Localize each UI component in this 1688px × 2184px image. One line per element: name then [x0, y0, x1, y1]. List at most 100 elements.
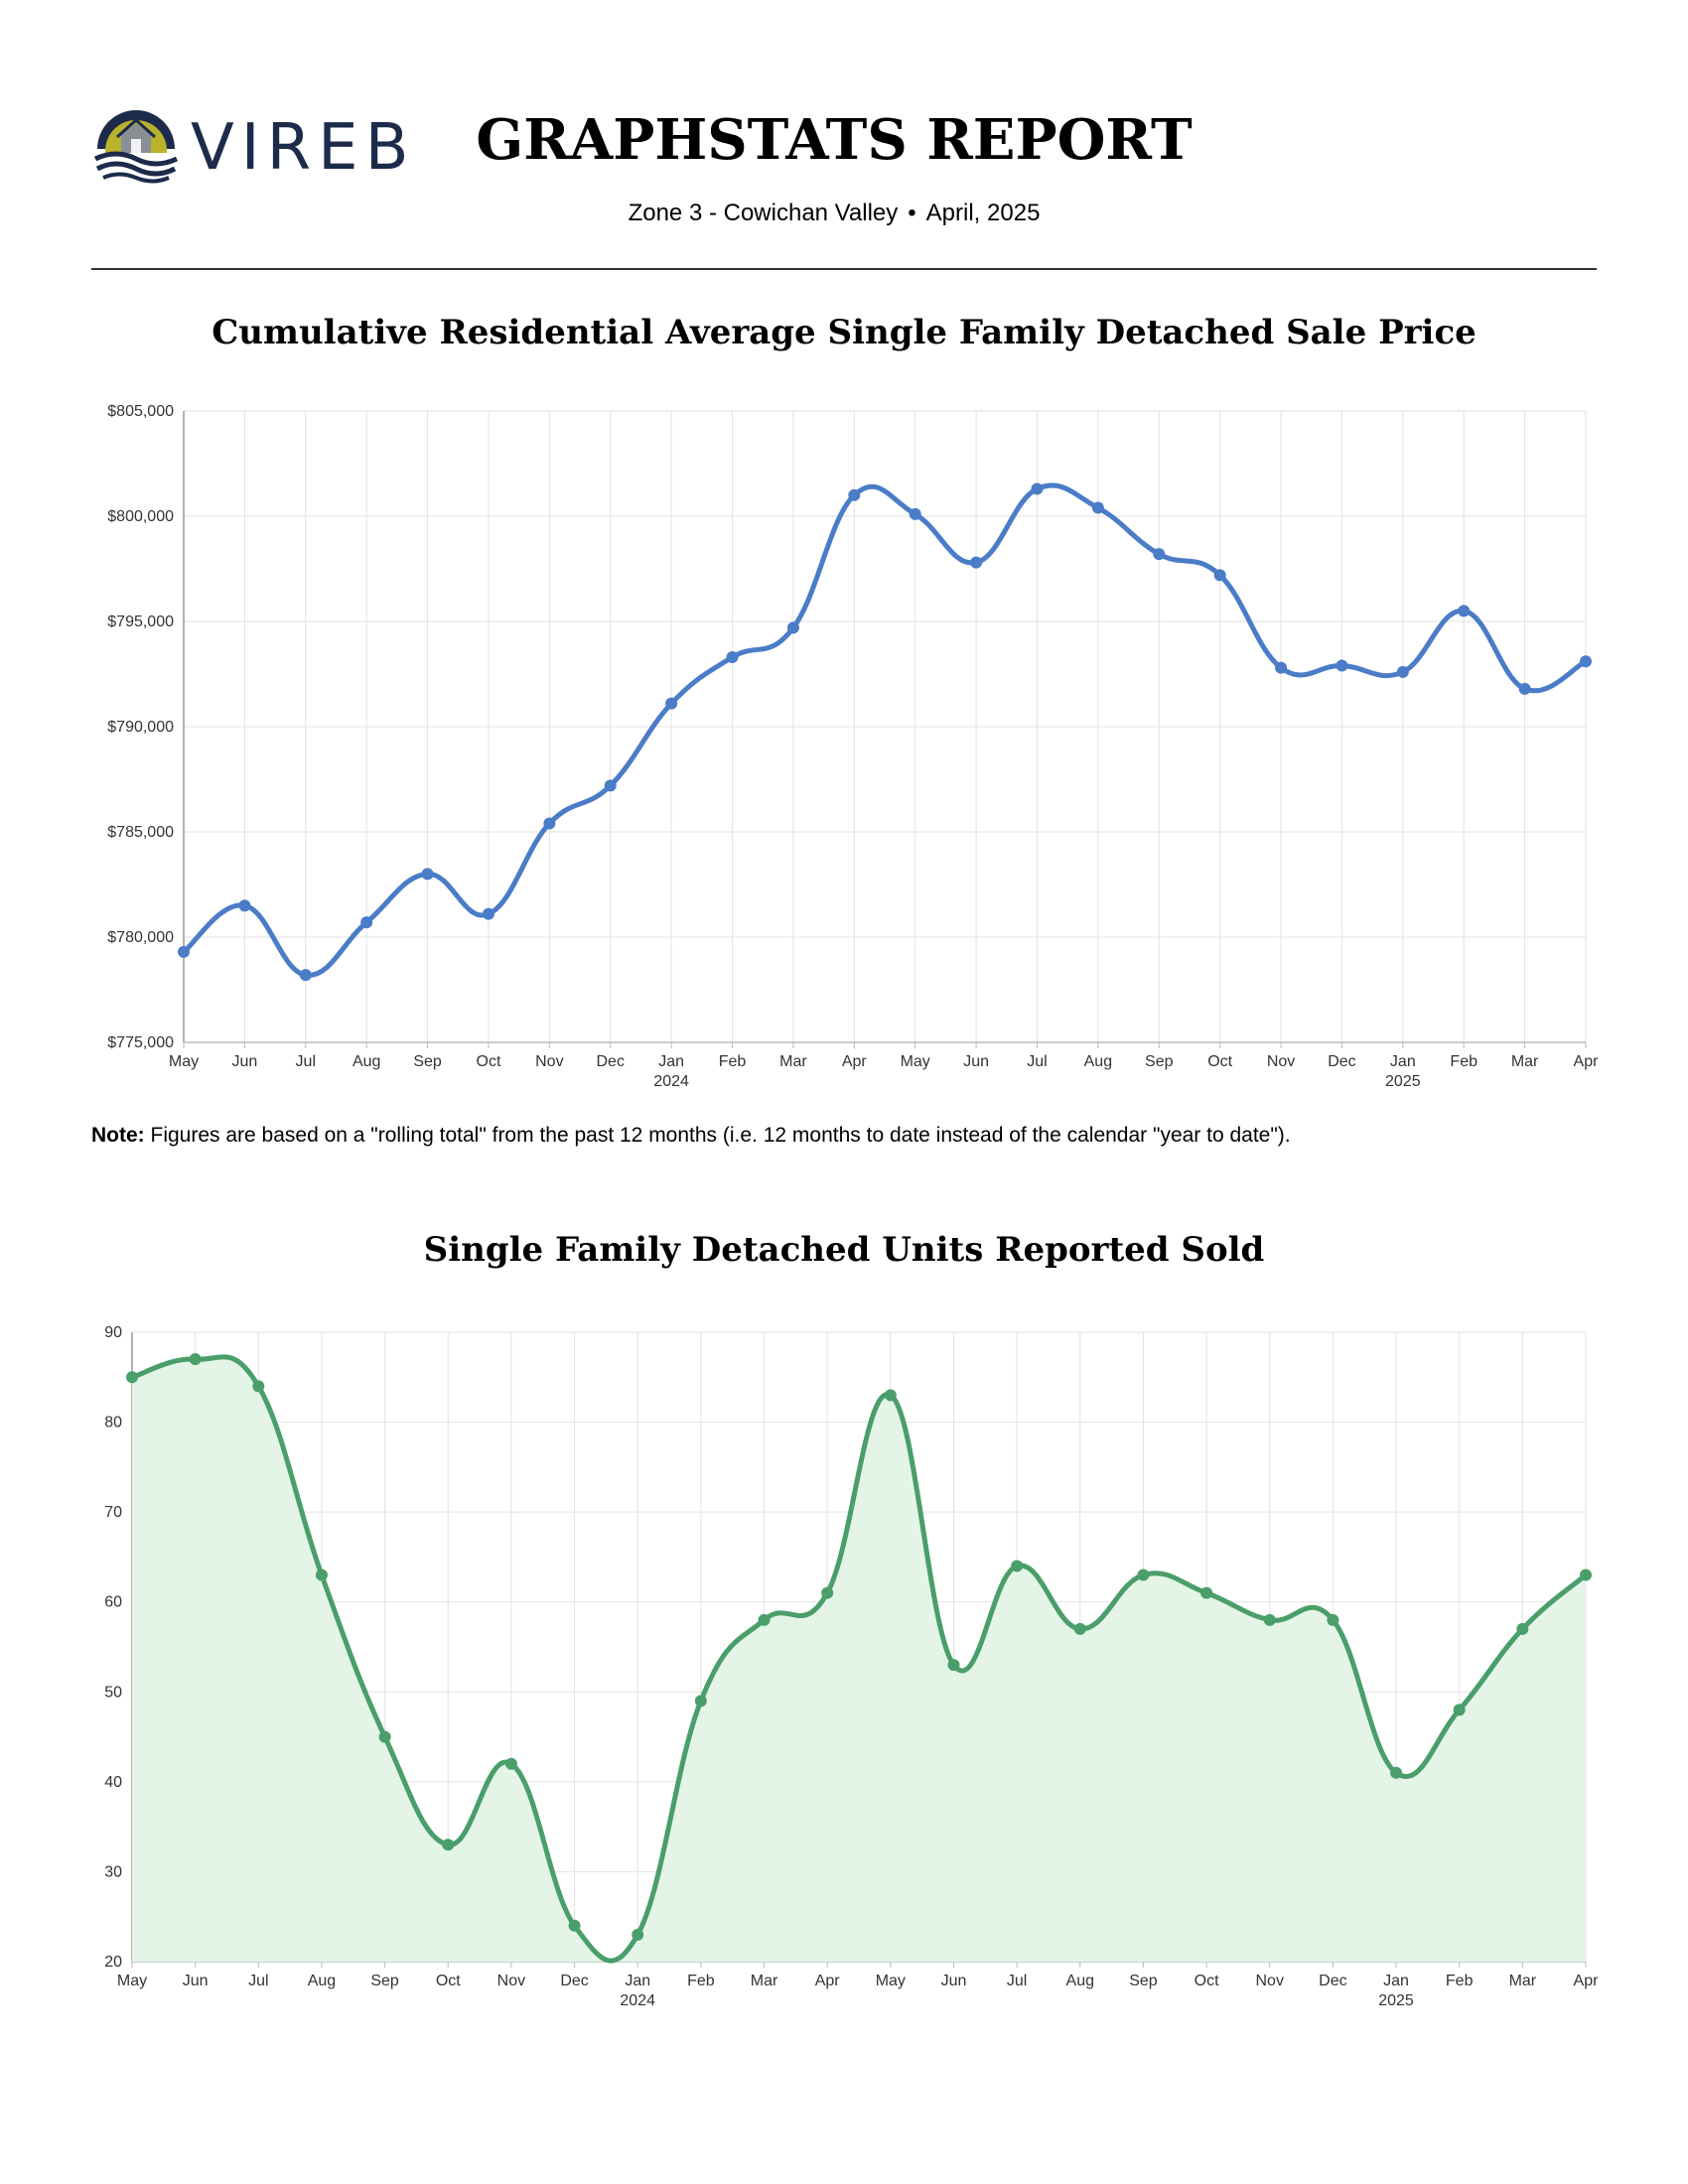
units-x-tick-label: Feb [687, 1973, 715, 1989]
units-x-tick-label: Apr [1574, 1973, 1600, 1989]
units-x-tick-label: Jan [625, 1973, 650, 1989]
price-y-tick-label: $790,000 [107, 719, 174, 736]
units-x-tick-label: Oct [1195, 1973, 1219, 1989]
units-x-tick-label: Dec [560, 1973, 588, 1989]
units-data-point [1327, 1613, 1339, 1626]
brand-name: VIREB [191, 111, 416, 185]
units-data-point [694, 1695, 707, 1707]
units-data-point [1137, 1569, 1150, 1581]
price-x-tick-label: Apr [842, 1053, 868, 1070]
units-x-tick-label: Sep [1129, 1973, 1158, 1989]
price-data-point [1458, 605, 1471, 617]
units-data-point [1011, 1560, 1024, 1572]
units-data-point [1453, 1704, 1466, 1716]
units-x-tick-label: May [876, 1973, 906, 1989]
units-x-tick-label: Aug [1066, 1973, 1094, 1989]
price-data-point [1153, 548, 1166, 561]
units-x-tick-label: Jan [1383, 1973, 1409, 1989]
note-label: Note: [91, 1124, 145, 1147]
price-x-tick-label: Oct [1207, 1053, 1232, 1070]
price-x-tick-label: Feb [1450, 1053, 1477, 1070]
price-x-tick-label: Jan [658, 1053, 684, 1070]
price-data-point [421, 868, 434, 881]
price-x-tick-label: Jul [1027, 1053, 1047, 1070]
units-x-tick-label: Sep [370, 1973, 399, 1989]
units-data-point [1580, 1569, 1592, 1581]
price-x-tick-label: Feb [719, 1053, 747, 1070]
price-x-tick-label: Aug [352, 1053, 380, 1070]
price-x-tick-label: Jul [296, 1053, 316, 1070]
subtitle-separator: • [908, 200, 916, 226]
price-line-chart: $775,000 $780,000 $785,000 $790,000 $795,000… [107, 403, 1600, 1090]
units-data-point [189, 1353, 202, 1366]
units-area-fill [132, 1356, 1586, 1962]
units-x-tick-label: Apr [815, 1973, 841, 1989]
units-x-tick-label: Jun [941, 1973, 967, 1989]
price-data-point [786, 621, 799, 634]
units-x-tick-label: Oct [436, 1973, 461, 1989]
units-chart-title: Single Family Detached Units Reported So… [423, 1230, 1265, 1270]
period-label: April, 2025 [925, 200, 1041, 226]
units-data-point [1390, 1766, 1403, 1779]
price-chart-title: Cumulative Residential Average Single Fa… [211, 313, 1477, 352]
units-data-point [252, 1380, 265, 1393]
units-data-point [442, 1839, 455, 1851]
units-area-chart: 20 30 40 50 60 70 80 90 May Jun Jul Aug Sep Oct Nov Dec… [104, 1324, 1600, 2009]
units-y-tick-label: 60 [104, 1594, 122, 1611]
price-x-tick-label: Aug [1084, 1053, 1112, 1070]
price-y-tick-label: $805,000 [107, 403, 174, 420]
units-x-tick-label: Jul [248, 1973, 268, 1989]
price-data-point [238, 899, 251, 912]
units-data-point [1200, 1586, 1213, 1599]
price-data-point [970, 556, 983, 569]
price-year-label: 2025 [1385, 1073, 1421, 1090]
units-y-tick-label: 30 [104, 1863, 122, 1880]
price-data-point [909, 507, 921, 520]
price-year-label: 2024 [653, 1073, 689, 1090]
price-x-tick-label: Mar [779, 1053, 807, 1070]
price-x-tick-label: Dec [597, 1053, 625, 1070]
price-data-point [726, 651, 739, 664]
price-data-point [1275, 661, 1288, 674]
price-data-point [1091, 501, 1104, 514]
units-data-point [884, 1389, 897, 1402]
units-x-tick-label: Nov [497, 1973, 525, 1989]
units-data-point [758, 1613, 771, 1626]
units-year-label: 2025 [1378, 1992, 1414, 2009]
units-x-tick-label: Mar [1509, 1973, 1537, 1989]
units-x-tick-label: Mar [751, 1973, 778, 1989]
price-gridlines [183, 410, 1587, 1048]
price-series-line [182, 482, 1588, 978]
price-x-tick-label: Oct [477, 1053, 501, 1070]
units-data-point [1263, 1613, 1276, 1626]
price-x-tick-label: May [169, 1053, 199, 1070]
price-data-point [848, 488, 861, 501]
units-y-tick-label: 20 [104, 1954, 122, 1971]
house-waves-icon [93, 110, 179, 184]
units-x-tick-label: Jun [183, 1973, 209, 1989]
units-y-tick-label: 70 [104, 1504, 122, 1521]
price-data-point [178, 945, 190, 958]
price-data-point [1518, 682, 1531, 695]
price-data-point [299, 969, 312, 982]
price-x-tick-label: Apr [1574, 1053, 1600, 1070]
price-x-tick-label: Jun [963, 1053, 989, 1070]
price-x-tick-label: Jan [1390, 1053, 1416, 1070]
units-year-label: 2024 [620, 1992, 655, 2009]
units-data-point [504, 1757, 517, 1770]
units-x-tick-label: Aug [308, 1973, 336, 1989]
price-data-point [543, 817, 556, 830]
units-data-point [126, 1371, 138, 1384]
units-data-point [568, 1919, 581, 1932]
vireb-logo: VIREB [91, 109, 429, 189]
header-divider [91, 268, 1597, 270]
units-data-point [947, 1659, 960, 1672]
units-y-tick-label: 50 [104, 1684, 122, 1701]
price-x-tick-label: Nov [1267, 1053, 1295, 1070]
price-y-tick-label: $780,000 [107, 929, 174, 946]
report-header: VIREB GRAPHSTATS REPORT Zone 3 - Cowicha… [0, 0, 1688, 278]
units-data-point [1516, 1622, 1529, 1635]
price-y-tick-label: $775,000 [107, 1034, 174, 1051]
units-data-point [378, 1730, 391, 1743]
units-data-point [1073, 1622, 1086, 1635]
